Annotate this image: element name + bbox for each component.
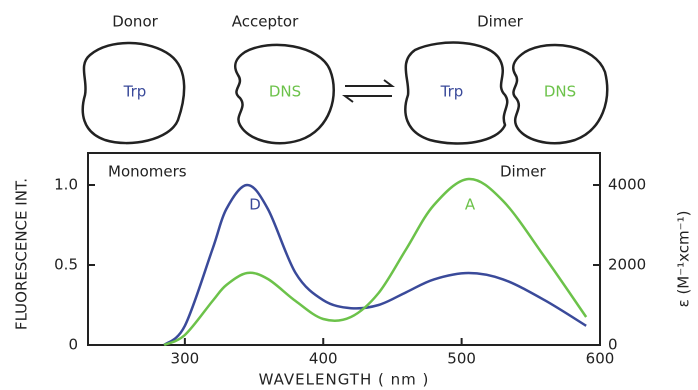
diagram: Donor Acceptor Dimer Trp DNS Trp DNS — [83, 13, 607, 144]
dimer-donor-inner: Trp — [440, 83, 464, 101]
y2-tick-label: 4000 — [608, 176, 646, 194]
annotation: Monomers — [108, 163, 187, 181]
y-axis-label: FLUORESCENCE INT. — [13, 178, 31, 330]
y2-axis-label: ε (M⁻¹xcm⁻¹) — [675, 211, 693, 308]
figure: Donor Acceptor Dimer Trp DNS Trp DNS 300… — [0, 0, 698, 390]
equilibrium-arrows — [345, 80, 392, 102]
plot-frame — [88, 153, 600, 345]
y-tick-label: 0 — [68, 336, 78, 354]
annotation: D — [249, 196, 261, 214]
series-line — [164, 179, 586, 345]
annotation: Dimer — [500, 163, 547, 181]
y-tick-label: 1.0 — [54, 176, 78, 194]
annotation: A — [465, 196, 476, 214]
y2-tick-label: 0 — [608, 336, 618, 354]
series-line — [164, 185, 586, 345]
dimer-label: Dimer — [477, 13, 524, 31]
dimer-acceptor-inner: DNS — [544, 83, 576, 101]
y2-tick-label: 2000 — [608, 256, 646, 274]
x-axis-label: WAVELENGTH ( nm ) — [259, 371, 430, 389]
x-tick-label: 400 — [309, 350, 338, 368]
donor-label: Donor — [112, 13, 158, 31]
acceptor-inner: DNS — [269, 83, 301, 101]
x-tick-label: 500 — [447, 350, 476, 368]
x-tick-label: 300 — [171, 350, 200, 368]
acceptor-label: Acceptor — [232, 13, 299, 31]
y-tick-label: 0.5 — [54, 256, 78, 274]
donor-inner: Trp — [123, 83, 147, 101]
